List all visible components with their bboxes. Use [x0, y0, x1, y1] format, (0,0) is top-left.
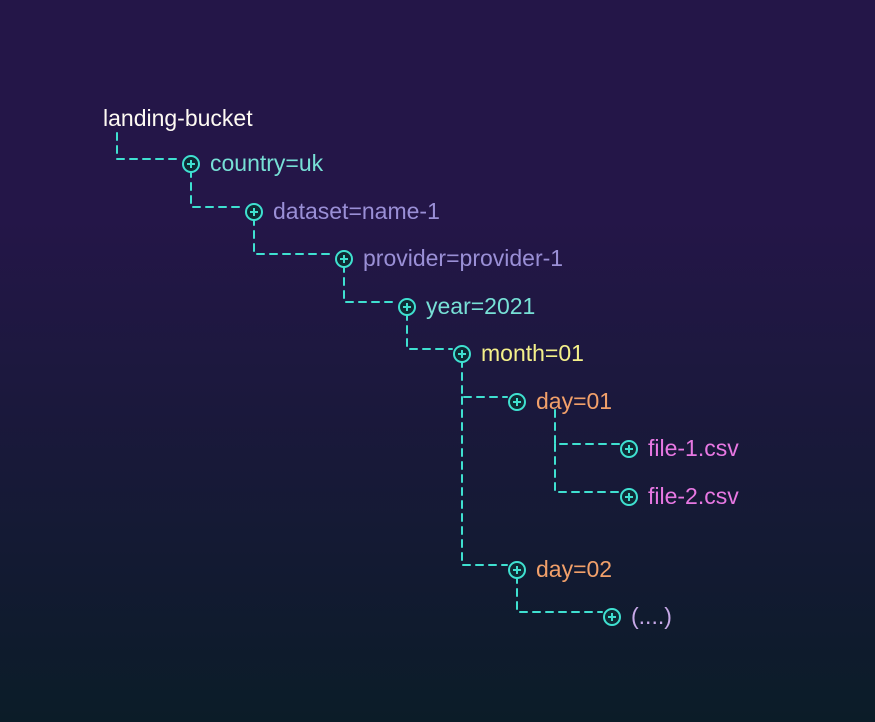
expand-icon — [398, 298, 416, 316]
expand-icon — [453, 345, 471, 363]
expand-icon — [182, 155, 200, 173]
tree-node-label: provider=provider-1 — [363, 245, 563, 272]
tree-node-label: day=02 — [536, 556, 612, 583]
tree-node-label: (....) — [631, 603, 672, 630]
tree-node-dataset: dataset=name-1 — [245, 198, 440, 225]
expand-icon — [508, 393, 526, 411]
expand-icon — [245, 203, 263, 221]
tree-node-label: country=uk — [210, 150, 323, 177]
tree-node-day1: day=01 — [508, 388, 612, 415]
tree-node-label: file-1.csv — [648, 435, 739, 462]
tree-node-provider: provider=provider-1 — [335, 245, 563, 272]
tree-node-root: landing-bucket — [103, 105, 253, 132]
tree-node-more: (....) — [603, 603, 672, 630]
tree-node-file1: file-1.csv — [620, 435, 739, 462]
tree-node-label: year=2021 — [426, 293, 535, 320]
expand-icon — [620, 488, 638, 506]
tree-node-year: year=2021 — [398, 293, 535, 320]
expand-icon — [620, 440, 638, 458]
tree-node-month: month=01 — [453, 340, 584, 367]
tree-node-label: day=01 — [536, 388, 612, 415]
tree-node-label: landing-bucket — [103, 105, 253, 132]
tree-node-label: dataset=name-1 — [273, 198, 440, 225]
tree-node-file2: file-2.csv — [620, 483, 739, 510]
expand-icon — [603, 608, 621, 626]
expand-icon — [335, 250, 353, 268]
tree-nodes-layer: landing-bucket country=uk dataset=name-1 pr… — [0, 0, 875, 722]
tree-node-day2: day=02 — [508, 556, 612, 583]
expand-icon — [508, 561, 526, 579]
tree-node-label: file-2.csv — [648, 483, 739, 510]
tree-node-country: country=uk — [182, 150, 323, 177]
tree-node-label: month=01 — [481, 340, 584, 367]
